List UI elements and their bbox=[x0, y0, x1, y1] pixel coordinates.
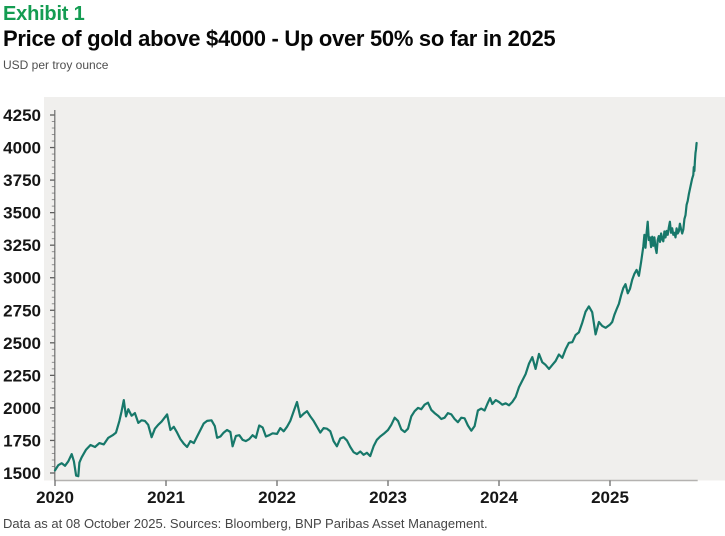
y-tick-label: 2750 bbox=[3, 301, 41, 320]
chart-title: Price of gold above $4000 - Up over 50% … bbox=[3, 26, 556, 51]
y-tick-label: 1500 bbox=[3, 464, 41, 483]
plot-panel bbox=[44, 97, 725, 481]
y-tick-label: 4250 bbox=[3, 106, 41, 125]
y-tick-label: 2250 bbox=[3, 366, 41, 385]
y-tick-label: 1750 bbox=[3, 431, 41, 450]
y-tick-label: 3500 bbox=[3, 204, 41, 223]
gold-price-line bbox=[53, 141, 698, 478]
y-tick-label: 2500 bbox=[3, 334, 41, 353]
source-note: Data as at 08 October 2025. Sources: Blo… bbox=[3, 516, 488, 531]
x-tick-label: 2020 bbox=[36, 488, 74, 507]
x-tick-label: 2023 bbox=[369, 488, 407, 507]
x-tick-label: 2021 bbox=[147, 488, 185, 507]
exhibit-label: Exhibit 1 bbox=[3, 3, 85, 25]
x-tick-label: 2024 bbox=[480, 488, 518, 507]
y-tick-label: 4000 bbox=[3, 139, 41, 158]
y-tick-label: 3000 bbox=[3, 269, 41, 288]
y-tick-label: 3750 bbox=[3, 171, 41, 190]
x-tick-label: 2022 bbox=[258, 488, 296, 507]
y-tick-label: 3250 bbox=[3, 236, 41, 255]
y-tick-label: 2000 bbox=[3, 399, 41, 418]
x-tick-label: 2025 bbox=[591, 488, 629, 507]
chart-subtitle-units: USD per troy ounce bbox=[3, 58, 109, 72]
